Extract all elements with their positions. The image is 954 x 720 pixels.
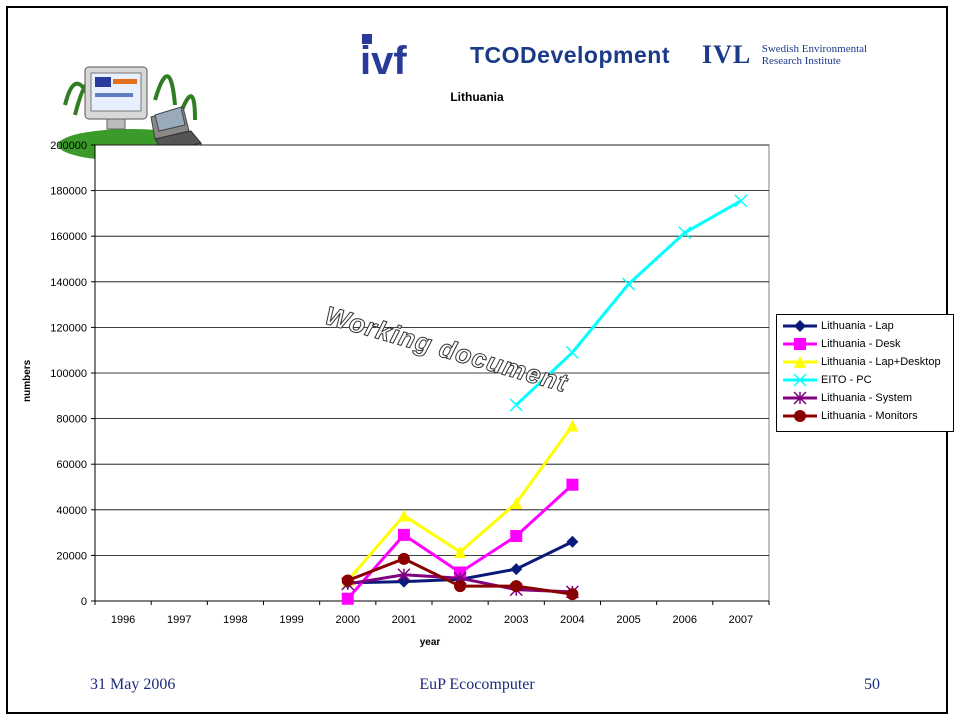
data-point-lithuania-desk	[397, 528, 410, 541]
chart-legend: Lithuania - Lap Lithuania - Desk Lithuania…	[776, 314, 954, 432]
legend-item: EITO - PC	[781, 371, 953, 389]
x-axis-label: year	[419, 637, 441, 648]
y-tick-label: 40000	[56, 505, 87, 517]
footer-date: 31 May 2006	[90, 676, 176, 693]
data-point-lithuania-lap	[566, 535, 579, 548]
x-tick-label: 1998	[223, 614, 247, 626]
legend-item: Lithuania - Desk	[781, 335, 953, 353]
legend-label: Lithuania - Lap	[821, 320, 894, 332]
x-tick-label: 1999	[279, 614, 303, 626]
x-tick-label: 2001	[392, 614, 416, 626]
data-point-eito-pc	[734, 194, 748, 208]
data-point-lithuania-monitors	[397, 552, 410, 565]
data-point-lithuania-lap-desktop	[397, 509, 410, 522]
y-tick-label: 120000	[50, 322, 87, 334]
legend-marker	[794, 356, 806, 368]
legend-label: Lithuania - Lap+Desktop	[821, 356, 941, 368]
data-point-lithuania-monitors	[566, 588, 579, 601]
y-tick-label: 20000	[56, 550, 87, 562]
data-point-lithuania-desk	[566, 478, 579, 491]
y-tick-label: 140000	[50, 277, 87, 289]
data-point-lithuania-monitors	[510, 580, 523, 593]
chart-title: Lithuania	[450, 90, 504, 104]
data-point-eito-pc	[622, 277, 636, 291]
svg-text:ivf: ivf	[360, 39, 407, 76]
y-tick-label: 180000	[50, 186, 87, 198]
ivl-line1: Swedish Environmental	[761, 43, 868, 55]
x-tick-label: 2002	[448, 614, 472, 626]
data-point-lithuania-lap-desktop	[454, 545, 467, 558]
data-point-lithuania-system	[397, 568, 411, 582]
ivl-logo: IVL Swedish Environmental Research Insti…	[702, 40, 867, 70]
footer-title: EuP Ecocomputer	[419, 676, 535, 693]
ivl-line2: Research Institute	[761, 55, 841, 67]
legend-label: Lithuania - Monitors	[821, 410, 918, 422]
data-point-lithuania-lap-desktop	[566, 419, 579, 432]
legend-marker	[793, 391, 807, 405]
legend-label: Lithuania - System	[821, 392, 913, 404]
x-tick-label: 1997	[167, 614, 191, 626]
legend-swatch	[783, 373, 817, 387]
y-tick-label: 160000	[50, 231, 87, 243]
x-tick-label: 2007	[729, 614, 753, 626]
x-tick-label: 2004	[560, 614, 584, 626]
legend-swatch	[783, 338, 817, 350]
x-tick-label: 1996	[111, 614, 135, 626]
legend-marker	[794, 320, 806, 332]
data-point-lithuania-desk	[341, 592, 354, 605]
legend-swatch	[783, 320, 817, 332]
data-point-lithuania-monitors	[454, 580, 467, 593]
y-tick-label: 0	[81, 596, 87, 608]
ivf-logo: ivf	[360, 32, 422, 76]
legend-swatch	[783, 391, 817, 405]
legend-swatch	[783, 356, 817, 368]
data-point-lithuania-monitors	[341, 574, 354, 587]
legend-marker	[794, 410, 806, 422]
legend-marker	[793, 373, 807, 387]
data-point-lithuania-lap-desktop	[510, 496, 523, 509]
legend-item: Lithuania - Lap+Desktop	[781, 353, 953, 371]
y-axis-label: numbers	[22, 359, 33, 402]
legend-marker	[794, 338, 806, 350]
ivl-logo-mark: IVL	[702, 40, 752, 69]
data-point-eito-pc	[565, 345, 579, 360]
legend-item: Lithuania - Lap	[781, 317, 953, 335]
y-tick-label: 60000	[56, 459, 87, 471]
legend-swatch	[783, 410, 817, 422]
data-point-lithuania-desk	[510, 530, 523, 543]
y-tick-label: 200000	[50, 140, 87, 152]
data-point-lithuania-lap	[510, 563, 523, 576]
x-tick-label: 2000	[336, 614, 360, 626]
x-tick-label: 2006	[673, 614, 697, 626]
legend-item: Lithuania - System	[781, 389, 953, 407]
legend-item: Lithuania - Monitors	[781, 407, 953, 425]
y-tick-label: 80000	[56, 414, 87, 426]
tco-development-logo: TCODevelopment	[470, 42, 670, 68]
page-number: 50	[864, 676, 880, 693]
data-point-eito-pc	[678, 226, 692, 240]
y-tick-label: 100000	[50, 368, 87, 380]
data-point-eito-pc	[509, 398, 523, 412]
x-tick-label: 2003	[504, 614, 528, 626]
legend-label: Lithuania - Desk	[821, 338, 901, 350]
legend-label: EITO - PC	[821, 374, 872, 386]
ivl-logo-subtitle: Swedish Environmental Research Institute	[762, 43, 867, 67]
x-tick-label: 2005	[616, 614, 640, 626]
